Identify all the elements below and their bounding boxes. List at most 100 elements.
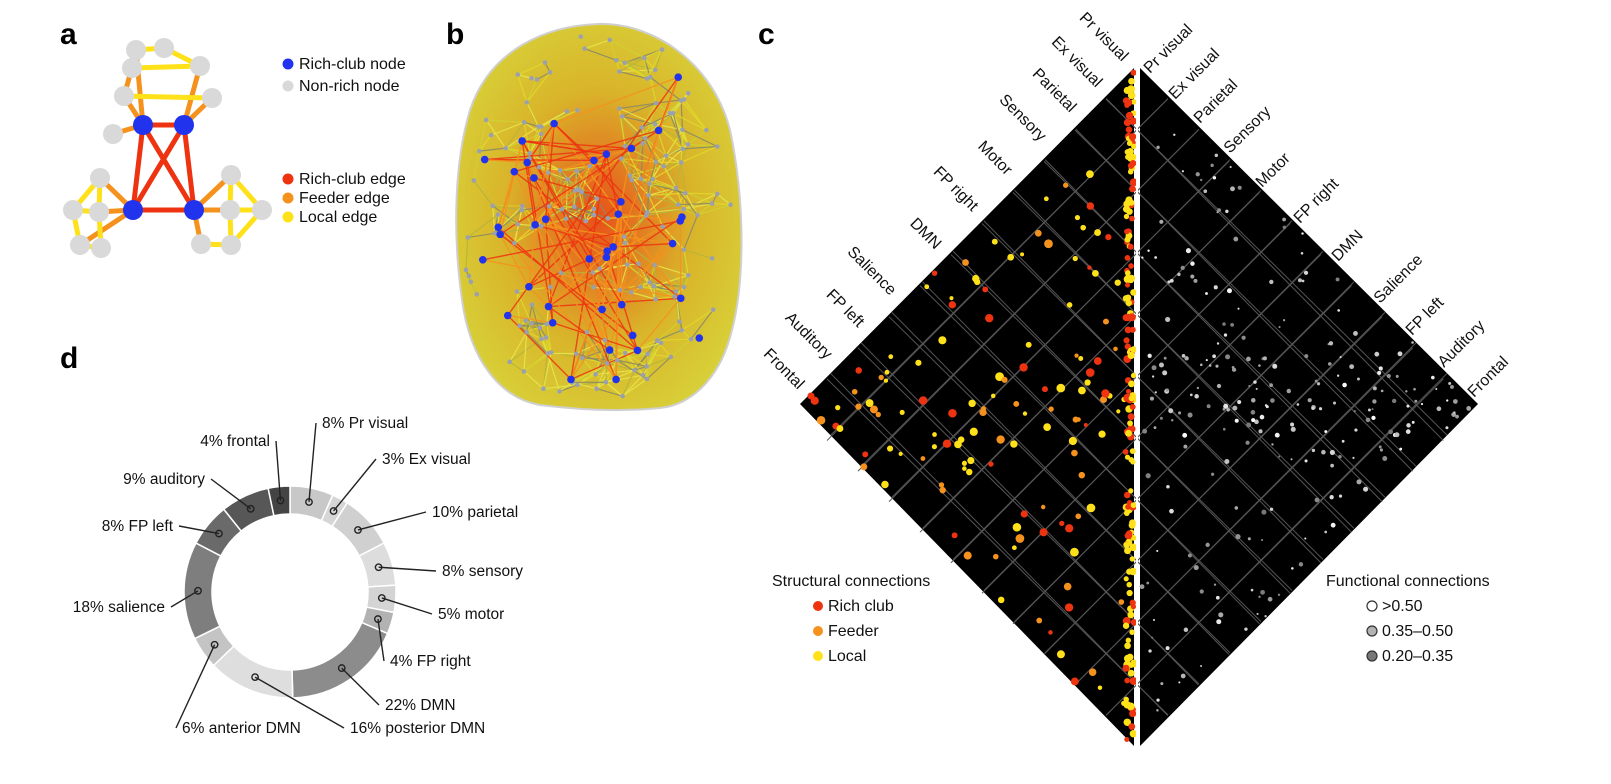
structural-connection: [1124, 326, 1132, 334]
local-connection: [631, 143, 644, 181]
functional-connection: [1190, 261, 1195, 266]
structural-connection: [1097, 685, 1103, 690]
functional-connection: [1448, 382, 1452, 385]
brain-node: [652, 67, 658, 73]
functional-connection: [1379, 448, 1383, 452]
rich-node-swatch: [282, 58, 294, 70]
rich-connection: [618, 213, 681, 222]
local-connection: [680, 100, 684, 130]
label-marker: [251, 673, 259, 682]
functional-connection: [1413, 387, 1416, 391]
brain-node: [594, 196, 600, 201]
brain-node: [529, 302, 535, 308]
functional-connection: [1290, 426, 1296, 432]
rich-club-node: [548, 318, 557, 327]
structural-connection: [990, 393, 996, 399]
functional-connection: [1367, 408, 1371, 412]
local-connection: [641, 102, 657, 128]
structural-connection: [1128, 133, 1137, 141]
legend-local-edge: Local edge: [299, 209, 377, 226]
functional-connection: [1183, 444, 1188, 449]
brain-node: [507, 359, 512, 365]
module-boundary: [981, 250, 1324, 594]
slice-label: 5% motor: [438, 606, 504, 623]
label-marker: [374, 563, 383, 572]
brain-node: [617, 287, 623, 293]
local-connection: [526, 102, 540, 127]
structural-connection: [1063, 182, 1069, 188]
structural-connection: [1116, 409, 1121, 414]
brain-node: [466, 273, 472, 279]
structural-connection: [939, 486, 946, 494]
functional-connection: [1165, 388, 1169, 392]
functional-connection: [1216, 619, 1222, 625]
functional-connection: [1177, 272, 1181, 277]
structural-connection: [1123, 510, 1130, 517]
module-boundary: [891, 312, 1230, 655]
functional-mid: 0.35–0.50: [1382, 623, 1453, 640]
functional-connection: [1431, 375, 1435, 380]
local-connection: [523, 332, 528, 372]
structural-connection: [1122, 97, 1130, 104]
functional-connection: [1363, 486, 1369, 492]
functional-connection: [1156, 145, 1160, 150]
local-connection: [648, 195, 664, 227]
structural-connection: [855, 403, 862, 410]
module-boundary: [826, 98, 1169, 441]
brain-node: [647, 181, 652, 186]
functional-connection: [1229, 165, 1232, 169]
brain-node: [681, 284, 687, 290]
label-leader: [308, 422, 317, 503]
rich-connection: [548, 305, 611, 351]
structural-connection: [1078, 471, 1086, 479]
rich-connection: [545, 218, 607, 258]
functional-connection: [1170, 418, 1174, 422]
functional-connection: [1200, 178, 1203, 182]
local-connection: [712, 202, 731, 206]
label-leader: [170, 590, 199, 608]
brain-node: [624, 262, 630, 267]
local-connection: [621, 115, 644, 144]
functional-connection: [1210, 472, 1215, 476]
functional-connection: [1445, 426, 1449, 430]
functional-connection: [1250, 410, 1256, 415]
functional-connection: [1321, 449, 1326, 455]
functional-connection: [1210, 163, 1214, 168]
structural-connection: [1125, 429, 1132, 437]
structural-connection: [1129, 677, 1138, 686]
functional-connection: [1258, 429, 1263, 434]
module-label-left: Salience: [844, 243, 899, 298]
structural-connection: [1130, 619, 1138, 626]
structural-legend-title: Structural connections: [772, 573, 930, 590]
brain-node: [520, 203, 525, 209]
structural-connection: [963, 551, 972, 560]
functional-connection: [1378, 366, 1383, 371]
structural-connection: [1127, 243, 1134, 250]
brain-node: [661, 164, 667, 169]
structural-connection: [1127, 91, 1136, 100]
structural-connection: [1048, 630, 1053, 635]
functional-connection: [1372, 399, 1377, 404]
rich-connection: [534, 123, 555, 225]
structural-connection: [991, 238, 998, 245]
rich-connection: [636, 297, 682, 351]
structural-connection: [1128, 521, 1136, 529]
functional-connection: [1196, 386, 1200, 390]
brain-node: [646, 192, 651, 198]
local-connection: [652, 161, 682, 180]
structural-connection: [1123, 118, 1132, 127]
structural-connection: [962, 259, 969, 266]
local-connection: [509, 361, 525, 372]
rich-club-node: [530, 174, 538, 182]
brain-node: [575, 108, 580, 113]
structural-connection: [1074, 214, 1081, 221]
connection-dots: [807, 69, 1472, 742]
functional-connection: [1234, 506, 1239, 510]
brain-node: [709, 256, 715, 261]
structural-connection: [1012, 522, 1022, 532]
module-label-right: FP right: [1291, 175, 1343, 227]
structural-connection: [997, 596, 1005, 604]
functional-connection: [1353, 331, 1358, 336]
non-rich-node: [103, 124, 123, 144]
functional-connection: [1183, 627, 1189, 633]
